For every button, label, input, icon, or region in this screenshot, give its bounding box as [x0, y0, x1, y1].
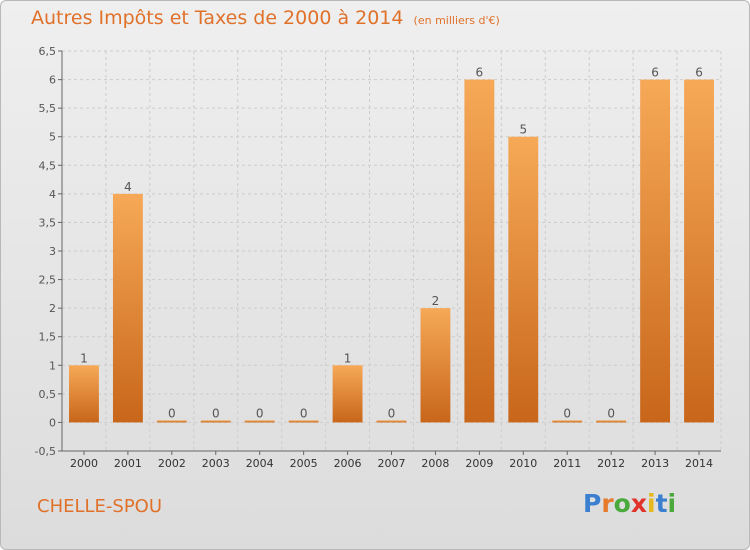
value-label-2005: 0	[300, 406, 308, 420]
y-tick-label: 4	[49, 188, 56, 201]
value-label-2012: 0	[607, 406, 615, 420]
value-label-2001: 4	[124, 180, 132, 194]
bar-2012	[596, 420, 627, 423]
proxiti-logo[interactable]: Proxiti	[583, 489, 676, 518]
bar-2007	[376, 420, 407, 423]
x-tick-label-2004: 2004	[246, 457, 274, 470]
bar-2002	[156, 420, 187, 423]
bars	[69, 79, 714, 423]
value-label-2009: 6	[476, 66, 484, 80]
y-tick-label: 0	[49, 416, 56, 429]
y-tick-label: 1,5	[39, 331, 57, 344]
x-tick-label-2003: 2003	[202, 457, 230, 470]
logo-letter: i	[667, 489, 677, 518]
logo-letter: P	[583, 489, 602, 518]
chart-title: Autres Impôts et Taxes de 2000 à 2014 (e…	[31, 7, 500, 29]
y-tick-label: 0,5	[39, 388, 57, 401]
bar-2006	[332, 365, 363, 423]
value-label-2008: 2	[432, 294, 440, 308]
y-tick-label: 1	[49, 359, 56, 372]
logo-letter: x	[630, 489, 647, 518]
x-tick-label-2000: 2000	[70, 457, 98, 470]
value-label-2007: 0	[388, 406, 396, 420]
bar-2003	[200, 420, 231, 423]
value-label-2002: 0	[168, 406, 176, 420]
bar-2000	[69, 365, 99, 423]
bar-2005	[288, 420, 319, 423]
logo-letter: i	[647, 489, 656, 518]
y-tick-label: 3,5	[39, 216, 57, 229]
axes	[58, 50, 721, 455]
bar-2004	[244, 420, 275, 423]
value-label-2003: 0	[212, 406, 220, 420]
chart-subtitle: (en milliers d'€)	[413, 14, 500, 27]
value-label-2000: 1	[80, 351, 88, 365]
x-tick-label-2014: 2014	[685, 457, 713, 470]
y-tick-label: 5,5	[39, 102, 57, 115]
x-tick-label-2012: 2012	[597, 457, 625, 470]
x-tick-label-2008: 2008	[421, 457, 449, 470]
y-tick-label: 2,5	[39, 274, 57, 287]
bar-2011	[552, 420, 583, 423]
y-tick-label: 2	[49, 302, 56, 315]
bar-2014	[684, 79, 714, 423]
logo-letter: o	[613, 489, 631, 518]
value-label-2004: 0	[256, 406, 264, 420]
y-tick-label: 5	[49, 131, 56, 144]
x-tick-label-2013: 2013	[641, 457, 669, 470]
x-tick-label-2001: 2001	[114, 457, 142, 470]
commune-name: CHELLE-SPOU	[37, 496, 163, 517]
value-label-2014: 6	[695, 66, 703, 80]
x-tick-label-2007: 2007	[378, 457, 406, 470]
bar-2008	[420, 308, 451, 423]
bar-2013	[640, 79, 671, 423]
grid-lines	[61, 50, 722, 452]
x-tick-label-2010: 2010	[509, 457, 537, 470]
y-tick-label: 4,5	[39, 159, 57, 172]
y-tick-label: -0,5	[35, 445, 56, 458]
value-label-2010: 5	[519, 123, 527, 137]
x-tick-label-2002: 2002	[158, 457, 186, 470]
logo-letter: r	[601, 489, 614, 518]
x-tick-label-2011: 2011	[553, 457, 581, 470]
logo-letter: t	[655, 489, 668, 518]
x-tick-label-2006: 2006	[334, 457, 362, 470]
value-label-2011: 0	[563, 406, 571, 420]
y-tick-label: 6	[49, 74, 56, 87]
bar-2001	[112, 193, 143, 423]
y-tick-label: 6,5	[39, 45, 57, 58]
bar-2009	[464, 79, 495, 423]
chart-title-text: Autres Impôts et Taxes de 2000 à 2014	[31, 7, 404, 29]
y-tick-label: 3	[49, 245, 56, 258]
x-tick-label-2005: 2005	[290, 457, 318, 470]
value-label-2013: 6	[651, 66, 659, 80]
x-tick-label-2009: 2009	[465, 457, 493, 470]
value-label-2006: 1	[344, 351, 352, 365]
bar-2010	[508, 136, 539, 423]
labels: -0,500,511,522,533,544,555,566,512000420…	[35, 45, 714, 470]
